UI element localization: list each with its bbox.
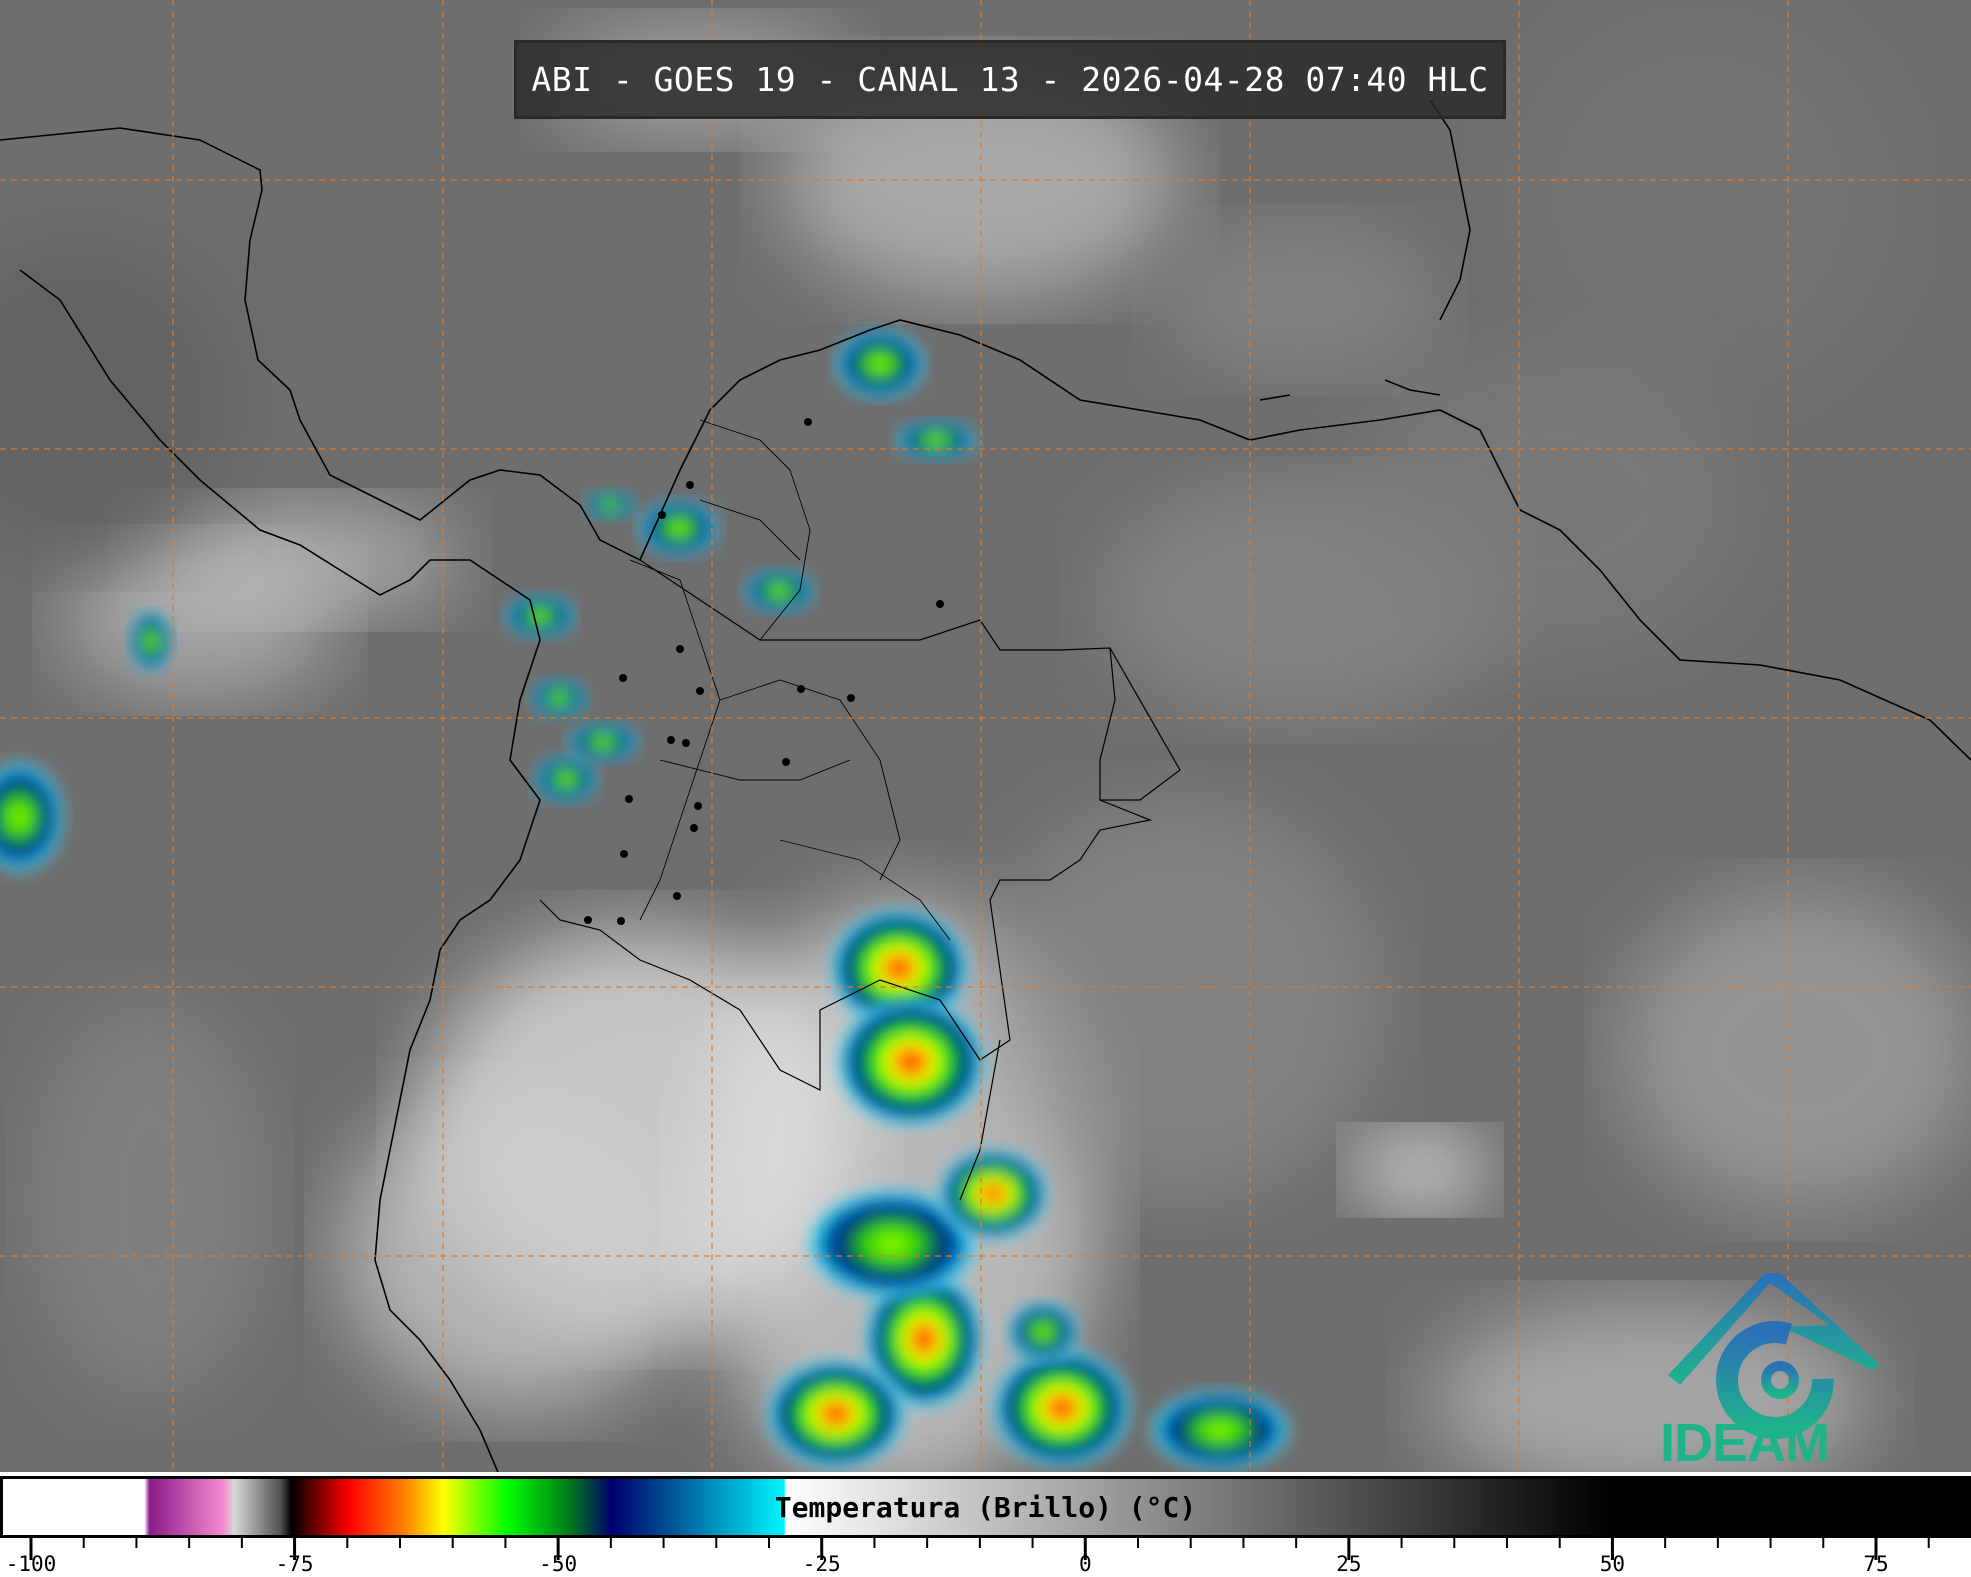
convective-cell [568,722,638,762]
cloud [60,540,340,700]
cloud [1620,890,1971,1210]
convective-cell [531,678,587,718]
city-marker [682,739,690,747]
coastline-south-america-north [639,319,1971,761]
convective-cell [938,1149,1048,1239]
convective-cell [807,1189,977,1299]
cloud [340,1090,700,1410]
convective-cell [0,762,64,872]
city-marker [617,917,625,925]
coastline-pacific-south-america [374,599,541,1477]
convective-cells [0,329,1290,1470]
cloud [1500,0,1900,400]
cloud [1160,220,1440,380]
city-marker [690,824,698,832]
tick-label: -50 [539,1552,578,1576]
roof-shape [1668,1273,1880,1385]
convective-cell [896,420,976,460]
convective-cell [534,755,598,803]
tick-label: -100 [5,1552,57,1576]
city-marker [694,802,702,810]
internal-boundaries [629,419,951,941]
city-marker [625,795,633,803]
lat-lon-grid [0,0,1971,1477]
tick-label: 50 [1599,1552,1626,1576]
tick-label: -25 [802,1552,841,1576]
cloud [980,800,1380,1200]
city-marker [658,511,666,519]
convective-cell [505,594,575,638]
ideam-logo [1668,1273,1880,1439]
city-marker [584,916,592,924]
convective-cell [585,490,635,520]
city-marker [797,685,805,693]
logo-text: IDEAM [1660,1413,1830,1473]
convective-cell [1008,1302,1078,1362]
swirl-shape [1716,1321,1834,1439]
city-marker [620,850,628,858]
city-marker [686,481,694,489]
city-marker [782,758,790,766]
city-marker [936,600,944,608]
tick-label: 25 [1336,1552,1362,1576]
city-marker [619,674,627,682]
border-venezuela-brazil [959,647,1181,1201]
colorbar-ticks [29,1536,1930,1560]
city-marker [676,645,684,653]
city-marker [673,892,681,900]
tick-label: -75 [275,1552,314,1576]
convective-cell [1150,1390,1290,1470]
cloud [1350,1130,1490,1210]
convective-cell [836,997,986,1127]
cloud [30,1000,270,1400]
swirl-core [1761,1361,1799,1399]
convective-cell [129,611,173,671]
coastlines [0,99,1971,1477]
colorbar-legend: Temperatura (Brillo) (°C) -100 -75 -50 -25 0… [0,1472,1971,1577]
tick-label: 75 [1863,1552,1889,1576]
colorbar [0,1476,1971,1538]
convective-cell [835,329,925,399]
coastline-central-america [0,127,641,561]
convective-cell [766,1359,906,1469]
border-colombia [539,559,1153,1091]
colorbar-label: Temperatura (Brillo) (°C) [774,1490,1197,1524]
cloud [1350,340,1750,660]
convective-cell [744,569,814,613]
title-banner: ABI - GOES 19 - CANAL 13 - 2026-04-28 07… [514,40,1506,119]
cloud [0,240,240,560]
convective-cell [992,1348,1132,1468]
city-marker [696,687,704,695]
coastline-caribbean-islands [1259,99,1471,401]
satellite-map [0,0,1971,1477]
tick-label: 0 [1078,1552,1092,1576]
convective-cell [639,500,719,556]
coastline-pacific-central-america [19,269,531,601]
city-marker [804,418,812,426]
city-marker [847,694,855,702]
image-title: ABI - GOES 19 - CANAL 13 - 2026-04-28 07… [531,60,1489,99]
convective-cell [864,1269,984,1409]
city-markers [584,418,944,925]
city-marker [667,736,675,744]
